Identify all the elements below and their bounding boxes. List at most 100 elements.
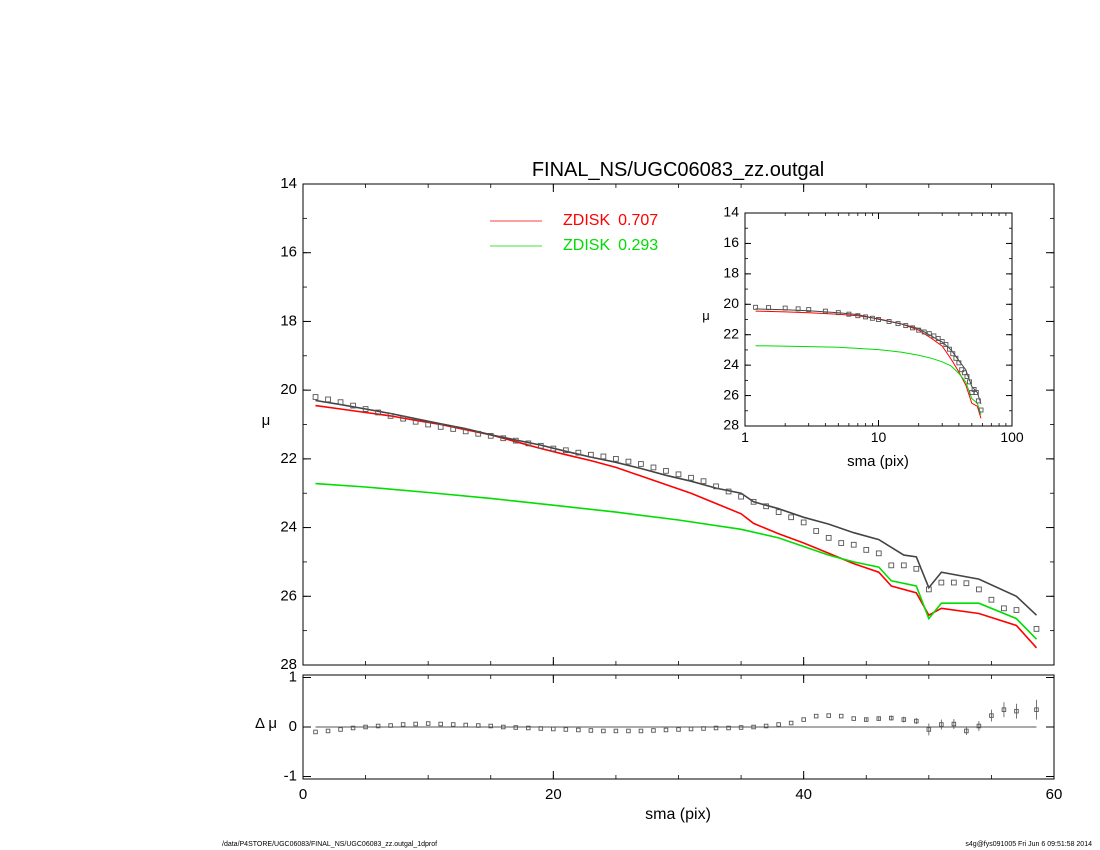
inset-data-point: [950, 351, 956, 357]
chart-title: FINAL_NS/UGC06083_zz.outgal: [532, 159, 824, 181]
inset-data-point: [926, 331, 932, 337]
residual-residual-point: [676, 727, 681, 732]
inset-data-point: [903, 323, 909, 329]
residual-residual-point: [363, 724, 368, 730]
inset-data-point: [910, 325, 916, 331]
main-data-point: [763, 503, 769, 510]
residual-residual-point: [400, 722, 406, 727]
main-data-point: [825, 535, 832, 541]
inset-data-point: [795, 306, 801, 312]
main-data-point: [675, 471, 682, 478]
legend-value-zdisk-0707: 0.707: [618, 212, 658, 229]
inset-data-point: [835, 310, 841, 316]
main-zdisk-0-707-line: [315, 404, 1038, 649]
main-data-point: [976, 586, 982, 593]
residual-residual-point: [613, 728, 619, 734]
inset-data-point: [916, 327, 922, 333]
legend: ZDISK 0.707 ZDISK 0.293: [490, 212, 658, 254]
main-data-point: [813, 528, 820, 534]
inset-data-point: [846, 311, 852, 317]
main-ticks: 14 16 18 20 22 24 26 28: [280, 175, 1055, 673]
residual-residual-point: [601, 728, 606, 734]
main-data-point: [412, 418, 419, 425]
main-y-tick-label: 24: [280, 519, 297, 536]
inset-data-point: [895, 321, 901, 327]
residual-ticks: 0 20 40 60-101: [284, 668, 1063, 803]
inset-model-total-line: [755, 308, 982, 405]
residual-residual-point: [563, 727, 569, 732]
main-data-point: [913, 565, 920, 572]
residual-residual-point: [638, 728, 644, 734]
main-data-point: [550, 445, 557, 452]
residual-residual-point: [1034, 707, 1039, 712]
inset-data-point: [766, 305, 771, 311]
main-y-tick-label: 28: [280, 656, 297, 673]
inset-data-point: [855, 313, 861, 319]
residual-residual-point: [788, 720, 794, 726]
inset-data-point: [886, 319, 892, 324]
residual-residual-point: [438, 721, 443, 727]
main-data-point: [951, 579, 957, 586]
legend-value-zdisk-0293: 0.293: [618, 237, 658, 254]
residual-series: [313, 699, 1039, 736]
residual-residual-point: [538, 726, 544, 731]
residual-residual-point: [338, 727, 343, 732]
main-data-point: [1033, 626, 1040, 632]
inset-data-point: [975, 398, 981, 404]
residual-residual-point: [488, 723, 494, 729]
main-y-tick-label: 18: [280, 312, 297, 329]
main-data-point: [888, 562, 895, 569]
main-data-point: [850, 541, 857, 548]
residual-residual-point: [313, 729, 318, 735]
main-data-point: [663, 468, 669, 474]
main-data-point: [1001, 605, 1007, 612]
main-data-point: [563, 447, 569, 454]
residual-residual-point: [663, 727, 669, 733]
inset-y-axis-label: μ: [702, 308, 710, 323]
inset-data-point: [943, 342, 949, 348]
inset-data-point: [753, 304, 759, 310]
inset-y-tick-label: 20: [723, 295, 739, 311]
residual-x-tick-label: 20: [545, 786, 562, 803]
main-data-point: [512, 437, 519, 444]
main-y-tick-label: 26: [280, 587, 297, 604]
main-data-point: [387, 413, 394, 419]
main-data-point: [963, 580, 970, 587]
inset-data-point: [939, 339, 945, 345]
main-data-point: [537, 442, 544, 449]
main-data-point: [462, 428, 469, 435]
residual-residual-point: [526, 725, 531, 731]
main-data-point: [425, 421, 432, 428]
residual-residual-point: [738, 725, 744, 730]
main-data-point: [700, 478, 707, 485]
residual-residual-point: [851, 716, 856, 721]
main-y-axis-label: μ: [262, 412, 271, 429]
main-data-point: [437, 424, 444, 430]
main-y-tick-label: 14: [280, 175, 297, 192]
main-data-point: [487, 432, 494, 439]
residual-residual-point: [951, 721, 957, 727]
inset-x-tick-label: 1: [741, 429, 749, 445]
inset-y-tick-label: 24: [723, 356, 739, 372]
residual-residual-point: [413, 721, 418, 727]
residual-residual-point: [701, 726, 706, 731]
inset-zdisk-0-707-line: [755, 310, 982, 419]
residual-residual-point: [914, 718, 919, 724]
main-data-point: [350, 402, 356, 409]
residual-residual-point: [826, 713, 831, 718]
main-data-point: [713, 483, 719, 490]
residual-residual-point: [450, 722, 456, 727]
inset-panel: sma (pix) μ 1 10 100 14 16 18 20 22 24 26 28: [702, 204, 1024, 470]
residual-residual-point: [626, 728, 631, 734]
inset-y-tick-label: 16: [723, 234, 739, 250]
residual-residual-point: [375, 723, 381, 729]
residual-residual-point: [1001, 707, 1007, 712]
main-y-tick-label: 16: [280, 244, 297, 261]
main-zdisk-0-293-line: [315, 482, 1038, 640]
inset-y-tick-label: 18: [723, 265, 739, 281]
residual-residual-point: [763, 723, 769, 729]
residual-residual-point: [838, 713, 844, 719]
inset-data-point: [863, 314, 869, 320]
main-data-point: [838, 540, 845, 546]
